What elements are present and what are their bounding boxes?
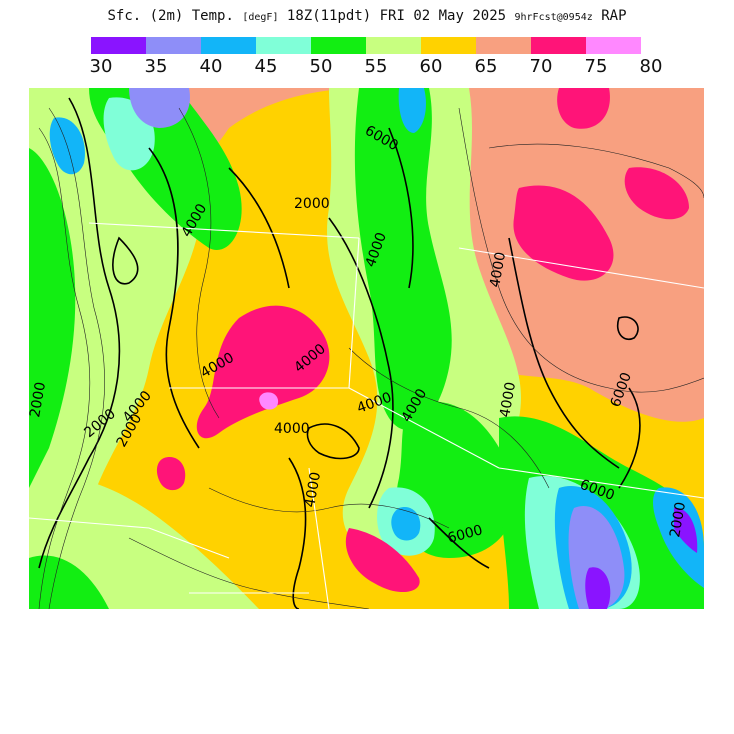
legend-tick-label: 80	[639, 56, 663, 77]
legend-tick-label: 55	[364, 56, 388, 77]
legend-swatch	[91, 37, 146, 54]
contour-line	[618, 387, 641, 489]
zone-70-ne	[513, 185, 614, 281]
zone-70-nn	[557, 88, 610, 129]
zone-50-sw	[29, 555, 109, 609]
contour-label: 4000	[497, 381, 519, 419]
contour-line	[178, 107, 220, 419]
contour-line	[48, 107, 105, 609]
zone-40-far-se	[653, 487, 704, 588]
legend-swatch	[476, 37, 531, 54]
zone-70-south	[345, 528, 420, 593]
zone-30-se	[585, 567, 611, 609]
contour-line	[148, 147, 200, 449]
zone-40-north	[398, 88, 426, 133]
zone-35-north	[129, 88, 190, 128]
contour-label: 2000	[29, 381, 49, 419]
state-border	[498, 467, 704, 499]
contour-label: 2000	[294, 196, 330, 212]
legend-tick-label: 45	[254, 56, 278, 77]
legend-swatch	[366, 37, 421, 54]
legend-tick-label: 50	[309, 56, 333, 77]
contour-label: 4000	[487, 251, 509, 289]
legend-tick-label: 70	[529, 56, 553, 77]
legend-tick-label: 65	[474, 56, 498, 77]
legend-ticks: 30 35 40 45 50 55 60 65 70 75 80	[89, 56, 663, 80]
zone-70-ne2	[624, 167, 689, 220]
title-main-b: 18Z(11pdt) FRI 02 May 2025	[286, 8, 507, 24]
legend-tick-label: 75	[584, 56, 608, 77]
zone-70-central	[196, 305, 330, 439]
contour-line	[508, 237, 620, 469]
zone-50-mid	[354, 88, 452, 430]
state-border	[348, 237, 360, 389]
zone-30-far-se	[674, 507, 698, 553]
legend-tick-label: 60	[419, 56, 443, 77]
title-model: RAP	[601, 8, 627, 24]
legend-swatch	[586, 37, 641, 54]
thin-contours	[38, 107, 704, 609]
title-unit: [degF]	[242, 12, 279, 23]
title-forecast: 9hrFcst@0954z	[514, 12, 593, 23]
color-legend	[91, 37, 641, 54]
state-border	[458, 247, 704, 289]
legend-swatch	[146, 37, 201, 54]
zone-70-west	[156, 457, 186, 491]
legend-swatch	[531, 37, 586, 54]
contour-line	[208, 487, 450, 529]
chart-title: Sfc. (2m) Temp. [degF] 18Z(11pdt) FRI 02…	[0, 8, 734, 24]
zone-35-se	[568, 506, 625, 609]
state-border	[29, 517, 230, 559]
contour-line	[328, 217, 394, 509]
temperature-map: 6000 4000 2000 4000 4000 2000 2000 4000 4000 4000…	[29, 88, 704, 609]
contour-label: 2000	[667, 501, 689, 539]
legend-swatch	[256, 37, 311, 54]
contour-line	[388, 127, 414, 289]
state-borders	[29, 222, 704, 609]
legend-tick-label: 30	[89, 56, 113, 77]
legend-swatch	[421, 37, 476, 54]
legend-swatch	[311, 37, 366, 54]
contour-line	[38, 97, 121, 569]
state-border	[88, 222, 360, 239]
contour-line	[458, 107, 704, 393]
contour-line	[428, 517, 490, 569]
legend-swatch	[201, 37, 256, 54]
zone-55-southwest	[29, 475, 259, 609]
contour-line	[488, 143, 704, 199]
contour-line	[616, 316, 639, 340]
legend-tick-label: 35	[144, 56, 168, 77]
contour-line	[288, 457, 307, 609]
contour-line	[306, 423, 360, 460]
state-border	[308, 467, 330, 609]
zone-40-south	[391, 507, 421, 541]
zone-50-coast	[29, 148, 76, 488]
legend-tick-label: 40	[199, 56, 223, 77]
contour-line	[348, 347, 550, 489]
contour-line	[228, 167, 290, 289]
contour-label: 4000	[302, 471, 324, 509]
title-main-a: Sfc. (2m) Temp.	[107, 8, 234, 24]
contour-label: 4000	[274, 421, 310, 437]
contour-lines	[38, 97, 641, 609]
contour-line	[38, 127, 91, 609]
contour-line	[112, 236, 139, 285]
zone-75-spot	[259, 392, 279, 410]
contour-line	[128, 537, 370, 609]
state-border	[348, 387, 500, 469]
